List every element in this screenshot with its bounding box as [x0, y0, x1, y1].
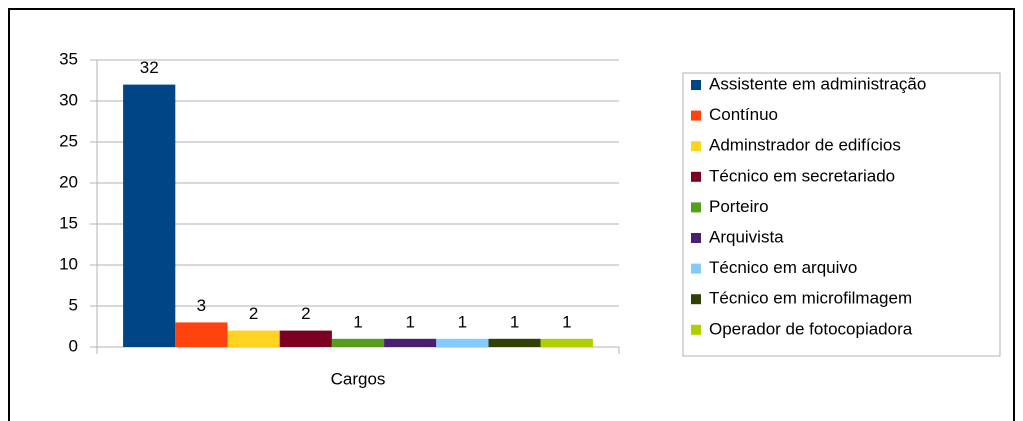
legend-label: Contínuo [709, 105, 778, 124]
bar [123, 84, 176, 347]
y-tick-label: 5 [69, 295, 78, 314]
legend-box [682, 72, 1001, 357]
legend-label: Arquivista [709, 227, 784, 246]
legend-swatch [691, 294, 701, 305]
bar [175, 322, 228, 347]
bar [488, 338, 541, 347]
frame [8, 8, 1015, 421]
legend-label: Adminstrador de edifícios [709, 136, 901, 155]
y-tick-label: 35 [59, 49, 78, 68]
y-tick-label: 15 [59, 213, 78, 232]
bar [540, 338, 593, 347]
legend-swatch [691, 263, 701, 274]
y-tick-label: 20 [59, 172, 78, 191]
bar [436, 338, 489, 347]
legend-label: Operador de fotocopiadora [709, 319, 913, 338]
legend-swatch [691, 171, 701, 182]
legend-swatch [691, 233, 701, 243]
data-label: 3 [197, 296, 206, 315]
data-label: 1 [510, 312, 519, 331]
legend-label: Porteiro [709, 197, 769, 216]
legend-swatch [691, 141, 701, 152]
legend-label: Técnico em secretariado [709, 166, 895, 185]
x-tick-label: Cargos [331, 369, 386, 388]
legend-label: Técnico em arquivo [709, 258, 857, 277]
data-label: 2 [249, 304, 258, 323]
legend-swatch [691, 202, 701, 213]
data-label: 1 [458, 312, 467, 331]
y-tick-label: 0 [69, 336, 78, 355]
legend-label: Assistente em administração [709, 74, 926, 93]
bar [331, 338, 385, 347]
y-tick-label: 25 [59, 131, 78, 150]
bar [279, 330, 332, 347]
legend-swatch [691, 110, 701, 121]
data-label: 2 [301, 304, 310, 323]
data-label: 1 [353, 312, 362, 331]
legend-swatch [691, 80, 701, 90]
data-label: 1 [562, 312, 571, 331]
y-tick-label: 30 [59, 90, 78, 109]
y-tick-label: 10 [59, 254, 78, 273]
bar [227, 330, 280, 347]
data-label: 32 [140, 58, 159, 77]
legend-label: Técnico em microfilmagem [709, 289, 912, 308]
legend-swatch [691, 324, 701, 335]
data-label: 1 [405, 312, 414, 331]
bar [384, 338, 437, 347]
